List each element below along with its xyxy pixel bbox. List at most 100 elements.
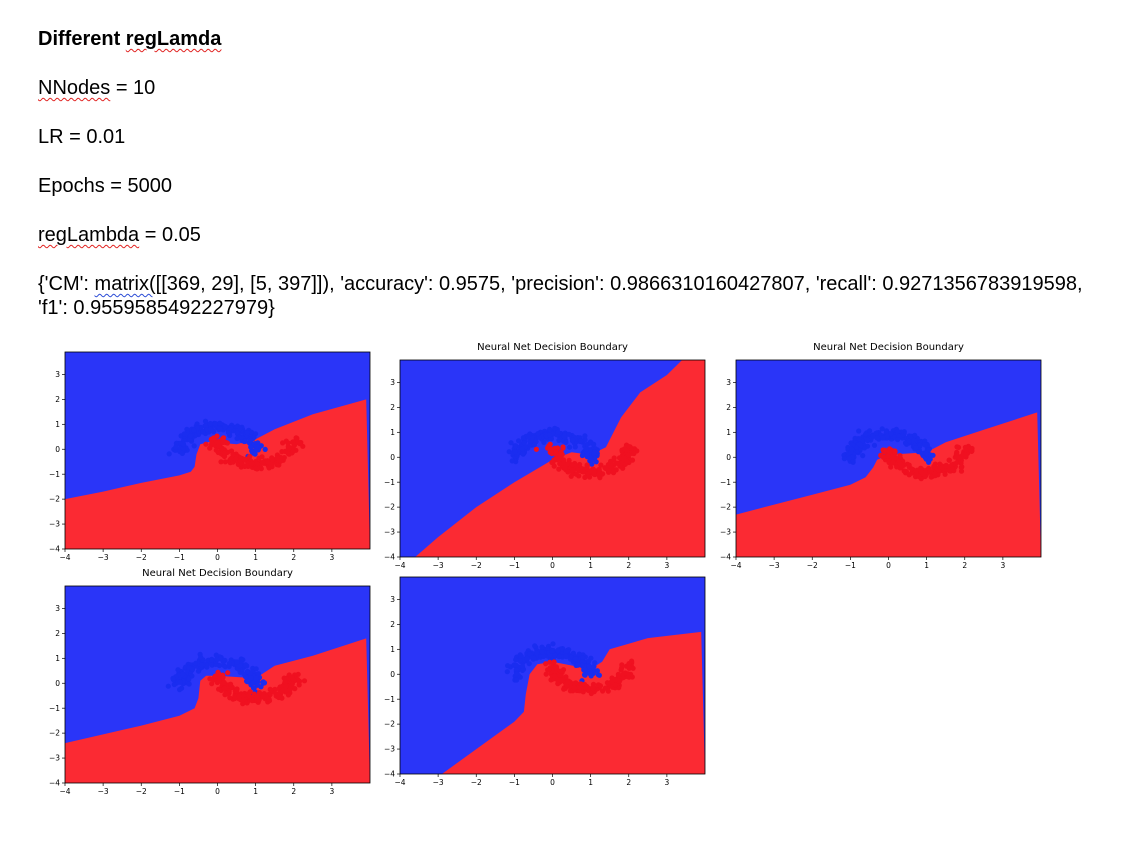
x-tick-label: 0 [215, 553, 220, 562]
red-point [608, 464, 615, 470]
red-point [222, 459, 228, 465]
red-point [880, 454, 887, 460]
red-point [888, 464, 894, 470]
blue-point [166, 451, 172, 457]
blue-point [165, 683, 171, 689]
red-point [570, 467, 576, 473]
y-tick-label: −3 [384, 528, 395, 537]
x-tick-label: −1 [509, 561, 520, 570]
y-tick-label: 2 [55, 395, 60, 404]
blue-point [243, 662, 249, 668]
blue-point [255, 671, 262, 677]
red-point [236, 693, 242, 699]
blue-point [555, 429, 561, 435]
blue-point [579, 452, 585, 459]
red-point [295, 671, 301, 677]
decision-plot-5: −4 −3 −2 −1 0 1 2 3 3 2 1 0 −1 −2 −3 −4 [373, 565, 711, 790]
red-point [223, 690, 229, 696]
red-point [605, 681, 611, 687]
blue-point [591, 441, 597, 447]
blue-point [186, 676, 192, 682]
epochs-line: Epochs = 5000 [38, 175, 172, 197]
blue-point [255, 682, 261, 688]
x-tick-label: 3 [664, 561, 669, 570]
blue-point [870, 433, 876, 439]
plot-svg: −4 −3 −2 −1 0 1 2 3 3 2 1 0 −1 −2 −3 −4 [384, 359, 706, 570]
red-point [247, 689, 253, 695]
blue-point [583, 446, 589, 452]
red-point [969, 448, 975, 454]
red-point [882, 447, 888, 453]
red-point [216, 686, 222, 692]
red-point [612, 682, 618, 688]
red-point [221, 450, 227, 456]
red-point [573, 471, 579, 477]
y-tick-label: 0 [390, 453, 395, 462]
blue-point [508, 440, 514, 446]
blue-point [248, 675, 254, 681]
blue-point [534, 650, 540, 656]
x-tick-label: −2 [471, 778, 482, 787]
blue-point [587, 670, 593, 677]
red-point [533, 446, 539, 452]
red-point [266, 465, 272, 471]
x-tick-label: 3 [329, 553, 334, 562]
blue-point [556, 437, 562, 443]
blue-point [857, 442, 863, 448]
red-point [959, 464, 965, 470]
blue-point [526, 661, 532, 667]
blue-point [189, 666, 195, 672]
red-point [901, 468, 907, 474]
x-tick-label: −3 [769, 561, 780, 570]
red-point [886, 448, 892, 455]
blue-point [547, 432, 553, 438]
x-tick-label: −3 [433, 778, 444, 787]
red-point [616, 455, 623, 461]
y-tick-label: −3 [720, 528, 731, 537]
red-point [282, 679, 288, 685]
red-point [620, 456, 627, 462]
y-tick-label: 1 [726, 428, 731, 437]
red-point [931, 463, 937, 469]
x-tick-label: 1 [588, 561, 593, 570]
red-point [300, 443, 306, 449]
results-prefix: {'CM': [38, 273, 95, 295]
blue-point [261, 680, 268, 686]
blue-point [570, 650, 576, 656]
red-point [232, 695, 238, 701]
red-point [617, 678, 623, 684]
red-point [589, 468, 595, 474]
y-tick-label: 3 [726, 378, 731, 387]
red-point [254, 694, 261, 700]
red-point [269, 455, 275, 461]
red-point [584, 462, 590, 468]
y-tick-label: −1 [49, 470, 60, 479]
red-point [234, 688, 240, 694]
blue-point [237, 663, 243, 669]
nnodes-line: NNodes = 10 [38, 76, 155, 100]
blue-point [241, 671, 247, 677]
blue-point [594, 668, 600, 674]
red-point [296, 678, 303, 684]
results-matrix-word: matrix( [94, 273, 156, 295]
x-tick-label: 2 [626, 561, 631, 570]
blue-point [226, 660, 232, 667]
blue-point [513, 662, 519, 668]
y-tick-label: 2 [55, 629, 60, 638]
red-point [927, 468, 933, 474]
x-tick-label: 1 [253, 553, 258, 562]
x-tick-label: 2 [291, 787, 296, 796]
red-point [268, 461, 274, 467]
y-tick-label: 0 [390, 670, 395, 679]
y-tick-label: 0 [55, 445, 60, 454]
blue-point [248, 429, 255, 435]
blue-point [539, 649, 545, 655]
y-tick-label: 2 [390, 403, 395, 412]
x-tick-label: 3 [664, 778, 669, 787]
red-point [577, 685, 583, 691]
red-point [560, 444, 566, 450]
blue-point [578, 438, 584, 444]
blue-point [207, 420, 213, 427]
blue-point [555, 648, 561, 654]
blue-point [591, 451, 597, 457]
